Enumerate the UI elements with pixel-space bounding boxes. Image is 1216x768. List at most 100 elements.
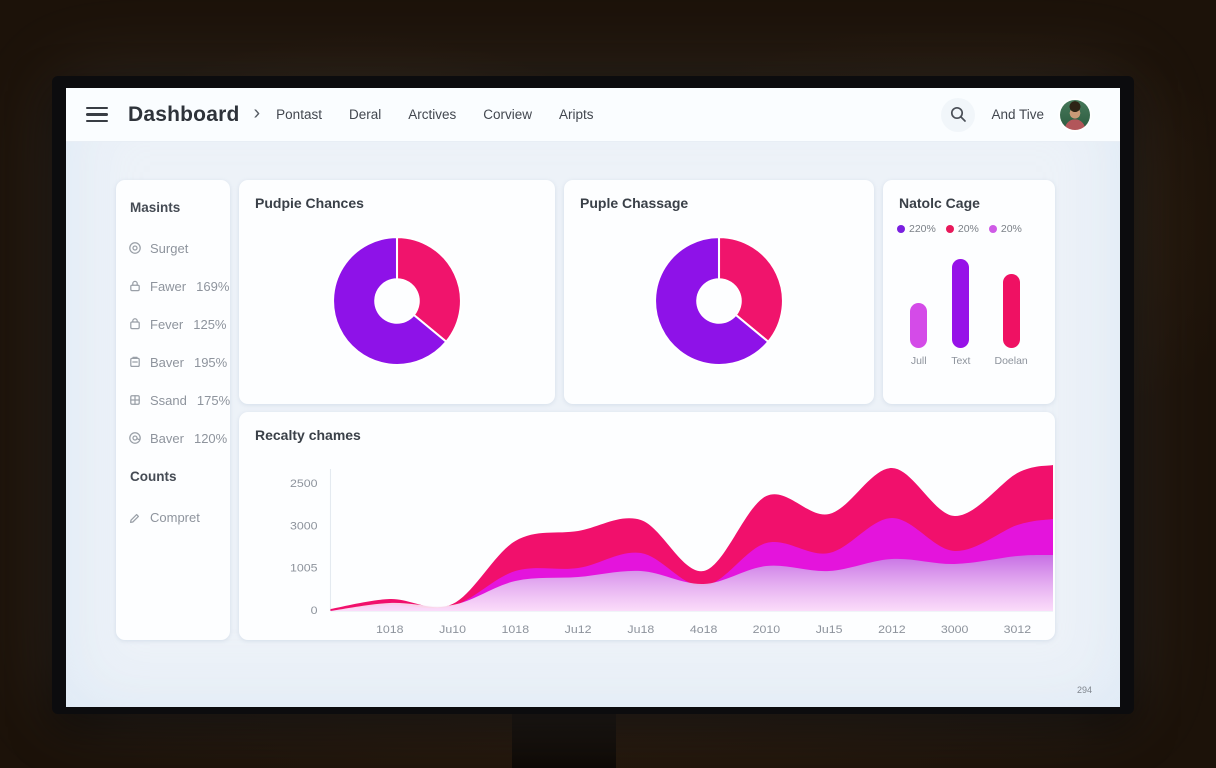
card-title: Recalty chames — [255, 427, 361, 443]
donut-card-1: Pudpie Chances — [239, 180, 555, 404]
pencil-icon — [128, 510, 142, 524]
x-axis-tick: Ju15 — [816, 622, 843, 635]
sidebar-item-surget[interactable]: Surget — [128, 229, 218, 267]
main-nav: Pontast Deral Arctives Corview Aripts — [276, 107, 593, 122]
legend-dot-icon — [897, 225, 905, 233]
legend-label: 220% — [909, 223, 936, 235]
sidebar: Masints Surget Fawer 169% Fever 125% Baver 195%… — [116, 180, 230, 640]
bar-chart: Jull Text Doelan — [883, 259, 1055, 367]
lock-icon — [128, 279, 142, 293]
sidebar-section-header-masints: Masints — [130, 200, 181, 215]
y-axis-tick: 2500 — [290, 476, 318, 489]
bar-card: Natolc Cage 220% 20% 20% Jull Text Doelan — [883, 180, 1055, 404]
page-number: 294 — [1076, 685, 1092, 695]
target-circle-icon — [128, 241, 142, 255]
user-avatar[interactable] — [1060, 99, 1090, 130]
bar-jull — [910, 303, 928, 348]
area-chart: 2500 3000 1005 0 1018 Ju10 1018 Ju12 Ju18 4o18 201… — [290, 465, 1053, 636]
dashboard-content: Masints Surget Fawer 169% Fever 125% Baver 195%… — [116, 180, 1058, 707]
x-axis-tick: 2010 — [753, 622, 781, 635]
legend-label: 20% — [957, 223, 979, 235]
sidebar-item-fever[interactable]: Fever 125% — [128, 305, 226, 343]
bar-text — [952, 259, 970, 348]
search-icon — [950, 106, 966, 122]
x-axis-tick: Ju10 — [439, 622, 466, 635]
nav-item-arctives[interactable]: Arctives — [408, 107, 457, 122]
search-button[interactable] — [941, 97, 976, 132]
donut-card-2: Puple Chassage — [564, 180, 874, 404]
legend-label: 20% — [1000, 223, 1022, 235]
y-axis-tick: 0 — [311, 603, 318, 616]
nav-item-deral[interactable]: Deral — [348, 107, 382, 122]
sidebar-item-label: Surget — [150, 240, 189, 256]
donut-chart-1 — [332, 236, 462, 366]
sidebar-item-label: Compret — [150, 509, 200, 525]
legend-dot-icon — [945, 225, 954, 233]
sidebar-item-label: Baver — [150, 430, 184, 446]
sidebar-item-label: Ssand — [150, 392, 187, 408]
x-axis-tick: 4o18 — [690, 622, 718, 635]
legend-item: 220% — [897, 223, 936, 235]
purple-segment — [332, 236, 448, 366]
hamburger-menu-icon[interactable] — [86, 103, 108, 127]
bar-doelan — [1002, 274, 1020, 348]
x-axis-tick: 1018 — [376, 622, 404, 635]
legend-item: 20% — [988, 223, 1022, 235]
sidebar-item-compret[interactable]: Compret — [128, 498, 218, 536]
bar-column-text: Text — [951, 259, 970, 367]
breadcrumb-chevron-icon: › — [253, 102, 261, 124]
sidebar-item-value: 169% — [196, 278, 230, 294]
clipboard-icon — [128, 355, 142, 369]
sidebar-item-value: 195% — [193, 354, 228, 370]
user-name: And Tive — [991, 107, 1044, 122]
topbar-right: And Tive — [941, 97, 1090, 132]
x-axis-tick: 3012 — [1004, 622, 1032, 635]
nav-item-aripts[interactable]: Aripts — [559, 107, 594, 122]
grid-icon — [128, 393, 142, 407]
monitor-bezel: Dashboard › Pontast Deral Arctives Corview A… — [52, 76, 1134, 714]
y-axis-tick: 1005 — [290, 561, 318, 574]
y-axis-tick: 3000 — [290, 519, 318, 532]
sidebar-item-baver[interactable]: Baver 195% — [128, 343, 227, 381]
bar-label: Doelan — [994, 355, 1028, 367]
bar-label: Jull — [910, 355, 927, 367]
sidebar-item-label: Baver — [150, 354, 184, 370]
sidebar-item-label: Fever — [150, 316, 184, 332]
nav-item-pontast[interactable]: Pontast — [276, 107, 322, 122]
monitor-stand — [512, 712, 616, 768]
sidebar-item-fawer[interactable]: Fawer 169% — [128, 267, 229, 305]
sidebar-item-label: Fawer — [150, 278, 187, 294]
bar-column-doelan: Doelan — [994, 259, 1028, 367]
bar-label: Text — [951, 355, 971, 367]
pink-segment — [717, 236, 784, 343]
bar-legend: 220% 20% 20% — [883, 211, 1055, 235]
x-axis-tick: Ju18 — [627, 622, 654, 635]
x-axis-tick: Ju12 — [565, 622, 592, 635]
at-circle-icon — [128, 431, 142, 445]
bar-column-jull: Jull — [910, 259, 928, 367]
sidebar-section-header-counts: Counts — [130, 469, 177, 484]
sidebar-item-value: 125% — [193, 316, 227, 332]
card-title: Puple Chassage — [580, 195, 689, 211]
x-axis-tick: 1018 — [502, 622, 530, 635]
card-title: Pudpie Chances — [255, 195, 364, 211]
card-title: Natolc Cage — [899, 195, 980, 211]
screen: Dashboard › Pontast Deral Arctives Corview A… — [66, 88, 1120, 707]
legend-dot-icon — [988, 225, 997, 233]
x-axis-tick: 2012 — [878, 622, 906, 635]
nav-item-corview[interactable]: Corview — [483, 107, 532, 122]
page-title: Dashboard — [128, 102, 240, 126]
bag-icon — [128, 317, 142, 331]
pink-segment — [395, 236, 462, 343]
donut-chart-2 — [654, 236, 784, 366]
x-axis-tick: 3000 — [941, 622, 969, 635]
sidebar-item-ssand[interactable]: Ssand 175% — [128, 381, 230, 419]
area-card: Recalty chames 2500 3000 1005 0 1018 Ju10 1018… — [239, 412, 1055, 640]
sidebar-item-value: 120% — [193, 430, 228, 446]
purple-segment — [654, 236, 770, 366]
sidebar-item-value: 175% — [196, 392, 231, 408]
legend-item: 20% — [945, 223, 979, 235]
sidebar-item-baver[interactable]: Baver 120% — [128, 419, 227, 457]
area-series-light-purple — [330, 555, 1053, 611]
top-navigation-bar: Dashboard › Pontast Deral Arctives Corview A… — [66, 88, 1120, 142]
